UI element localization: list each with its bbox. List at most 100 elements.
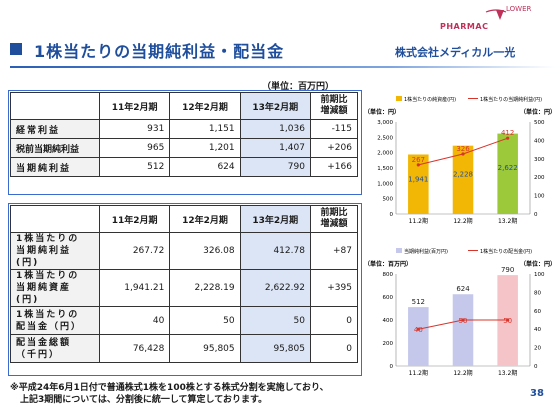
page-header: 1株当たりの当期純利益・配当金 <box>10 36 380 64</box>
tick-label-left: 800 <box>383 272 394 278</box>
bar <box>408 154 429 214</box>
line-value-label: 326 <box>456 145 470 153</box>
table-cell: 1,151 <box>169 119 241 139</box>
footnote: ※平成24年6月1日付で普通株式1株を100株とする株式分割を実施しており、 上… <box>10 382 329 406</box>
bar <box>452 145 474 214</box>
legend-swatch <box>396 96 402 101</box>
table-cell: -115 <box>309 119 359 139</box>
table-cell: 40 <box>98 306 171 335</box>
title-underline <box>10 66 555 68</box>
category-label: 12.2期 <box>453 217 472 225</box>
row-label: 税前当期純利益 <box>10 138 100 158</box>
per-share-chart: 1株当たりの純資産(円) 1株当たりの当期純利益(円) （単位：円） （単位：円） 0 5… <box>364 96 556 225</box>
table-header-cell: 13年2月期 <box>239 92 311 120</box>
table-header-cell: 前期比 増減額 <box>309 92 359 120</box>
bar-value-label: 2,622 <box>498 164 518 172</box>
logo-mark-icon <box>496 10 504 20</box>
tick-label-right: 0 <box>534 364 538 370</box>
table-header-cell <box>10 205 100 233</box>
tick-label-left: 2,000 <box>377 151 393 157</box>
per-share-table: 11年2月期 12年2月期 13年2月期 前期比 増減額 1株当たりの 当期純利… <box>10 205 359 363</box>
table-cell: +206 <box>309 138 359 158</box>
table-cell: 931 <box>98 119 171 139</box>
category-label: 12.2期 <box>453 369 472 377</box>
table-cell: 267.72 <box>98 232 171 270</box>
row-label: 配当金総額 （千円） <box>10 334 100 363</box>
table-row: 配当金総額 （千円） 76,428 95,805 95,805 0 <box>10 334 359 363</box>
tick-label-right: 100 <box>534 194 545 200</box>
line-point <box>506 318 510 322</box>
bar-value-label: 2,228 <box>453 170 473 178</box>
bar <box>452 294 474 366</box>
income-table: 11年2月期 12年2月期 13年2月期 前期比 増減額 経常利益 931 1,… <box>10 92 359 177</box>
line-value-label: 50 <box>503 317 512 325</box>
table-row: 経常利益 931 1,151 1,036 -115 <box>10 119 359 139</box>
tick-label-left: 0 <box>390 212 394 218</box>
tick-label-right: 80 <box>534 290 541 296</box>
table-cell: 624 <box>169 157 241 177</box>
table-cell: 0 <box>309 306 359 335</box>
table-cell: 965 <box>98 138 171 158</box>
tick-label-left: 200 <box>383 341 394 347</box>
tick-label-right: 40 <box>534 327 541 333</box>
table-header-cell: 11年2月期 <box>98 92 171 120</box>
page-title: 1株当たりの当期純利益・配当金 <box>34 42 285 61</box>
legend-swatch <box>396 248 402 253</box>
tick-label-left: 2,500 <box>377 135 393 141</box>
line-point <box>506 136 510 140</box>
line-value-label: 412 <box>501 129 514 137</box>
table-cell: 1,407 <box>239 138 311 158</box>
row-label: 1株当たりの 当期純資産(円) <box>10 269 100 307</box>
footnote-line: ※平成24年6月1日付で普通株式1株を100株とする株式分割を実施しており、 <box>10 383 329 393</box>
table-cell: +395 <box>309 269 359 307</box>
table-cell: +87 <box>309 232 359 270</box>
tick-label-right: 500 <box>534 120 545 126</box>
bar <box>408 307 429 366</box>
table-row: 1株当たりの 当期純利益(円) 267.72 326.08 412.78 +87 <box>10 232 359 270</box>
table-unit-label: （単位：百万円） <box>262 82 335 92</box>
legend-label: 1株当たりの配当金(円) <box>480 248 532 255</box>
logo-subtext: LOWER <box>506 5 532 13</box>
company-logo <box>485 9 507 20</box>
category-label: 11.2期 <box>409 369 428 377</box>
bar-value-label: 790 <box>501 266 514 274</box>
table-cell: 1,941.21 <box>98 269 171 307</box>
row-label: 1株当たりの 配当金（円） <box>10 306 100 335</box>
table-row: 税前当期純利益 965 1,201 1,407 +206 <box>10 138 359 158</box>
line-value-label: 40 <box>414 326 423 334</box>
tick-label-right: 300 <box>534 157 545 163</box>
tick-label-right: 400 <box>534 138 545 144</box>
table-header-cell: 12年2月期 <box>169 205 241 233</box>
line-point <box>461 152 465 156</box>
line-point <box>461 318 465 322</box>
tick-label-right: 100 <box>534 272 545 278</box>
bar-value-label: 624 <box>456 285 470 293</box>
table-header-cell: 11年2月期 <box>98 205 171 233</box>
table-header-row: 11年2月期 12年2月期 13年2月期 前期比 増減額 <box>10 205 359 233</box>
table-cell: 0 <box>309 334 359 363</box>
table-row: 当期純利益 512 624 790 +166 <box>10 157 359 177</box>
legend-label: 1株当たりの純資産(円) <box>404 96 456 103</box>
table-cell: 1,201 <box>169 138 241 158</box>
table-cell: 512 <box>98 157 171 177</box>
tick-label-left: 0 <box>390 364 394 370</box>
axis-unit-right: （単位：円） <box>520 260 556 268</box>
logo-text: PHARMAC <box>440 22 489 31</box>
legend-label: 1株当たりの当期純利益(円) <box>480 96 542 103</box>
table-cell: 326.08 <box>169 232 241 270</box>
table-cell: 50 <box>169 306 241 335</box>
table-header-row: 11年2月期 12年2月期 13年2月期 前期比 増減額 <box>10 92 359 120</box>
row-label: 経常利益 <box>10 119 100 139</box>
table-cell: +166 <box>309 157 359 177</box>
line-point <box>416 327 420 331</box>
table-row: 1株当たりの 当期純資産(円) 1,941.21 2,228.19 2,622.… <box>10 269 359 307</box>
tick-label-left: 500 <box>383 197 394 203</box>
table-cell: 95,805 <box>239 334 311 363</box>
category-label: 13.2期 <box>498 369 517 377</box>
table-header-cell: 12年2月期 <box>169 92 241 120</box>
table-cell: 2,228.19 <box>169 269 241 307</box>
bar-value-label: 512 <box>412 298 425 306</box>
line-value-label: 50 <box>459 317 468 325</box>
line-value-label: 267 <box>412 156 425 164</box>
tick-label-left: 1,000 <box>377 181 393 187</box>
